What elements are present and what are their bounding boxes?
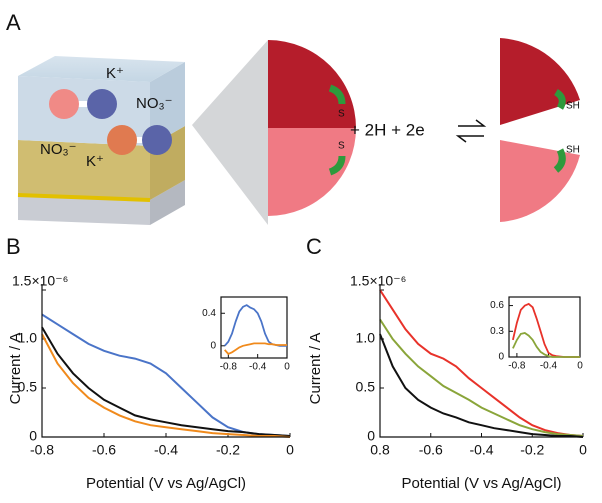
y-tick-label: 0 [210, 340, 216, 351]
y-tick-label: 0.6 [490, 300, 504, 311]
ion: K⁺ [86, 153, 104, 170]
inset-frame [508, 296, 581, 358]
y-tick-label: 0.5 [18, 379, 38, 395]
x-tick-label: -0.8 [30, 442, 54, 458]
x-tick-label: -0.2 [216, 442, 240, 458]
y-tick-label: 0.3 [490, 326, 504, 337]
series-line [41, 326, 291, 437]
gold-layer [18, 140, 150, 200]
x-tick-label: 0 [284, 362, 290, 373]
x-tick-label: -0.4 [469, 442, 493, 458]
atom [107, 125, 137, 155]
x-tick-label: -0.8 [220, 362, 238, 373]
x-axis-label: Potential (V vs Ag/AgCl) [401, 475, 561, 492]
series-line [224, 342, 287, 355]
cube-base-side [150, 180, 185, 225]
cube: K⁺ NO₃⁻ NO₃⁻ K⁺ [17, 56, 185, 225]
panel-label: B [6, 234, 21, 259]
x-axis-label: Potential (V vs Ag/AgCl) [86, 475, 246, 492]
x-tick-label: -0.6 [92, 442, 116, 458]
x-tick-label: -0.6 [419, 442, 443, 458]
y-tick-label: 0.4 [202, 308, 216, 319]
thiol: SH [566, 145, 580, 156]
cube-side [150, 62, 185, 146]
half-disk [500, 38, 580, 125]
half-disk [268, 40, 356, 128]
y-tick-label: 1.5×10⁻⁶ [12, 273, 68, 289]
series-line [379, 289, 584, 437]
x-tick-label: -0.4 [249, 362, 267, 373]
panel-label: A [6, 10, 21, 35]
x-tick-label: -0.2 [520, 442, 544, 458]
axes [379, 284, 583, 438]
y-tick-label: 0.5 [356, 379, 376, 395]
reaction-text: + 2H + 2e [350, 120, 425, 139]
sulfur: S [338, 109, 345, 120]
x-tick-label: 0 [286, 442, 294, 458]
sulfur: S [338, 141, 345, 152]
x-tick-label: -0.4 [540, 361, 558, 372]
atom [142, 125, 172, 155]
y-tick-label: 0 [498, 352, 504, 363]
y-tick-label: 1.0 [18, 330, 38, 346]
series-line [41, 333, 291, 438]
ion: NO₃⁻ [136, 95, 173, 112]
x-tick-label: 0 [579, 442, 587, 458]
x-tick-label: -0.8 [508, 361, 526, 372]
thiol: SH [566, 101, 580, 112]
inset-frame [220, 296, 288, 359]
equilibrium-arrows [455, 119, 487, 143]
x-tick-label: 0 [577, 361, 583, 372]
atom [49, 89, 79, 119]
ion: NO₃⁻ [40, 141, 77, 158]
gold-edge [17, 193, 151, 202]
linker [328, 84, 346, 176]
y-tick-label: 1.0 [356, 330, 376, 346]
cube-top [18, 56, 185, 82]
axes [41, 284, 290, 438]
y-axis-label: Current / A [7, 333, 24, 405]
y-tick-label: 0 [367, 428, 375, 444]
series-line [512, 332, 580, 358]
series-line [379, 318, 584, 437]
linker [553, 88, 566, 173]
zoom-cone [192, 40, 268, 225]
x-tick-label: -0.4 [154, 442, 178, 458]
x-tick-label: 0.8 [370, 442, 390, 458]
half-disk [268, 128, 356, 216]
y-tick-label: 0 [29, 428, 37, 444]
panel-label: C [306, 234, 322, 259]
y-axis-label: Current / A [307, 333, 324, 405]
cube-base [18, 195, 150, 225]
atom [87, 89, 117, 119]
series-line [379, 333, 584, 438]
ion: K⁺ [106, 65, 124, 82]
y-tick-label: 1.5×10⁻⁶ [350, 273, 406, 289]
